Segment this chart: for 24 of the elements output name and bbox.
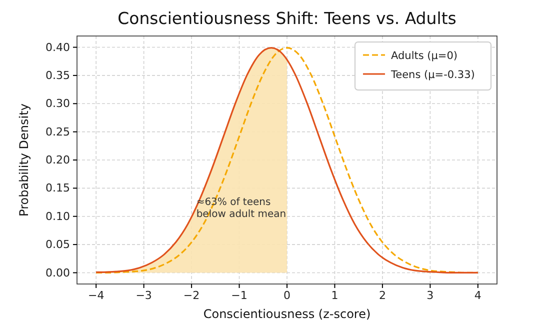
y-tick-label: 0.35 [46, 68, 70, 82]
x-tick-label: −3 [136, 288, 152, 302]
y-tick-label: 0.20 [46, 154, 70, 167]
y-tick-label: 0.15 [46, 182, 70, 195]
chart-title: Conscientiousness Shift: Teens vs. Adults [118, 9, 456, 28]
x-tick-label: 1 [331, 288, 338, 302]
x-tick-label: 0 [284, 288, 290, 302]
x-tick-label: 2 [378, 288, 386, 302]
y-tick-label: 0.00 [46, 266, 70, 280]
x-tick-label: 4 [474, 288, 482, 302]
y-tick-label: 0.40 [46, 40, 70, 54]
y-tick-label: 0.30 [46, 97, 70, 110]
x-axis-title: Conscientiousness (z-score) [203, 307, 371, 321]
y-axis-title: Probability Density [17, 104, 31, 216]
legend-label: Teens (μ=-0.33) [390, 69, 475, 81]
x-tick-label: 3 [426, 288, 434, 302]
y-tick-label: 0.10 [46, 210, 70, 223]
x-tick-label: −4 [88, 288, 104, 302]
x-tick-label: −1 [231, 288, 248, 302]
x-tick-label: −2 [183, 288, 200, 302]
line-series [95, 47, 479, 274]
y-tick-label: 0.05 [46, 238, 70, 252]
legend-label: Adults (μ=0) [391, 50, 458, 62]
y-tick-label: 0.25 [46, 125, 70, 138]
